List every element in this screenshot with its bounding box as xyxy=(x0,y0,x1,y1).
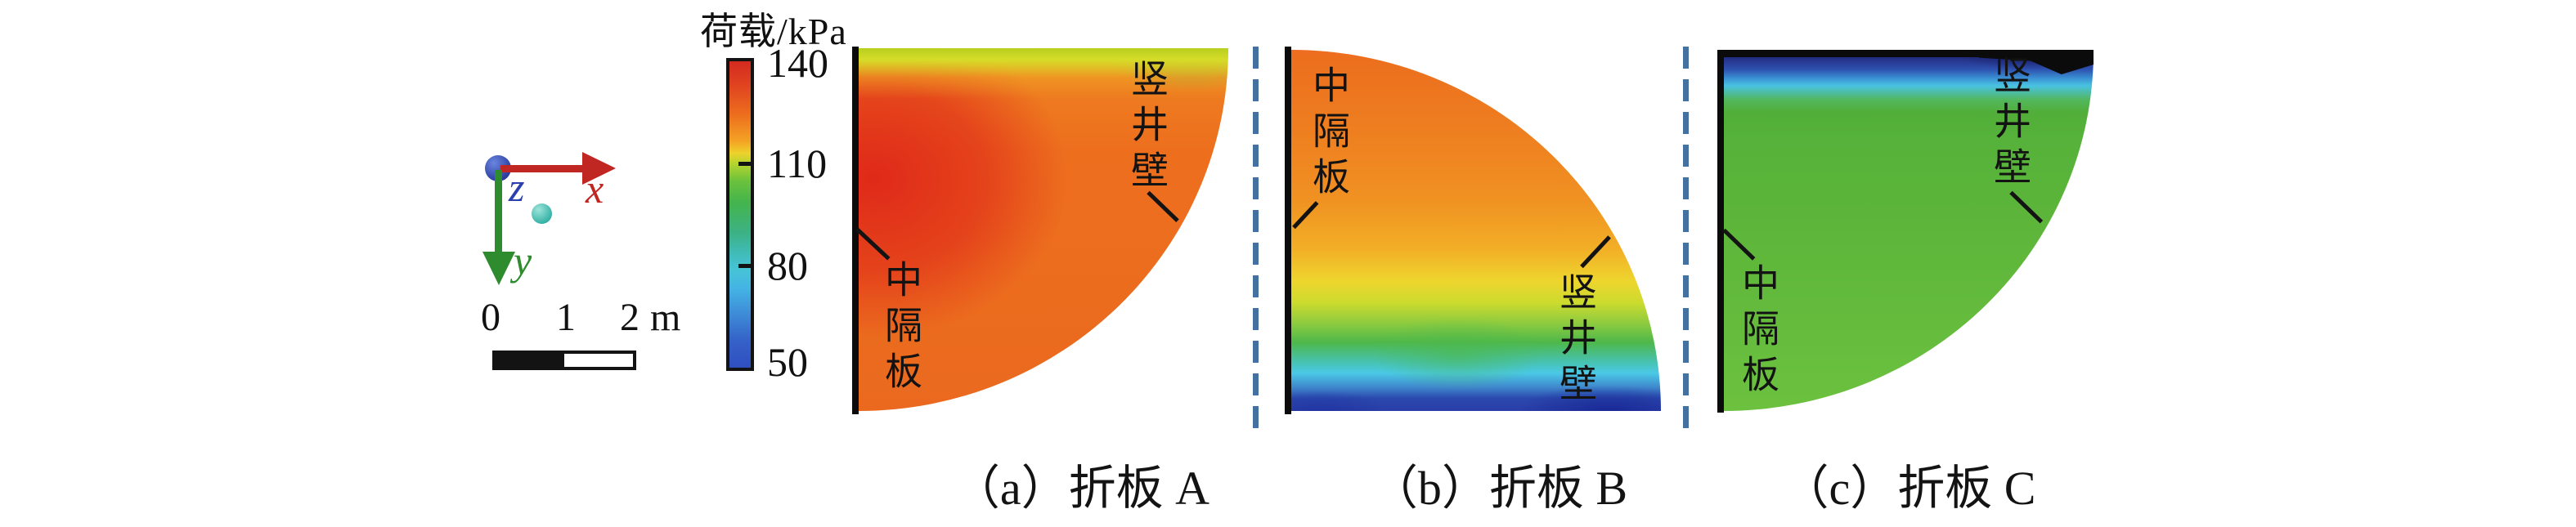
z-axis-label: z xyxy=(509,164,525,210)
scalebar-tick-1: 1 xyxy=(556,296,576,339)
dashed-divider-bc xyxy=(1683,47,1689,433)
y-axis-label: y xyxy=(514,238,532,284)
scalebar-tick-2: 2 xyxy=(620,296,640,339)
colorbar-title: 荷载/kPa xyxy=(700,11,847,52)
x-axis-arrow-head-icon xyxy=(582,152,616,185)
colorbar-label-140: 140 xyxy=(767,40,828,86)
plate-c-shaft-wall-label: 竖井壁 xyxy=(1989,56,2031,193)
plate-c-mid-partition-label: 中隔板 xyxy=(1737,263,1779,400)
contour-plate-c xyxy=(1724,51,2094,411)
colorbar-label-110: 110 xyxy=(767,141,828,186)
plate-b-mid-partition-line xyxy=(1285,47,1291,414)
dashed-divider-ab xyxy=(1253,47,1259,433)
scalebar-unit: m xyxy=(650,296,681,339)
plate-a-mid-partition-label: 中隔板 xyxy=(880,260,922,397)
plate-b-mid-partition-label: 中隔板 xyxy=(1308,65,1349,203)
origin-node-sphere-icon xyxy=(532,203,552,224)
y-axis-arrow-shaft xyxy=(495,170,502,253)
x-axis-label: x xyxy=(586,166,604,212)
plate-a-mid-partition-line xyxy=(852,47,859,414)
caption-plate-a: （a）折板 A xyxy=(952,462,1210,515)
scalebar-tick-0: 0 xyxy=(481,296,500,339)
colorbar-tick-mark-80 xyxy=(738,264,751,268)
caption-plate-b: （b）折板 B xyxy=(1370,462,1628,515)
y-axis-arrow-head-icon xyxy=(482,252,515,285)
plate-c-mid-partition-line xyxy=(1717,50,1724,413)
colorbar-tick-mark-110 xyxy=(738,162,751,166)
plate-b-shaft-wall-label: 竖井壁 xyxy=(1555,272,1596,409)
colorbar-label-50: 50 xyxy=(767,339,808,385)
caption-plate-c: （c）折板 C xyxy=(1781,462,2036,515)
plate-a-shaft-wall-label: 竖井壁 xyxy=(1126,59,1168,196)
colorbar-label-80: 80 xyxy=(767,243,808,288)
scalebar xyxy=(492,351,636,370)
plate-c-top-edge-line xyxy=(1721,50,2090,57)
colorbar-gradient xyxy=(726,58,754,371)
x-axis-arrow-shaft xyxy=(500,165,584,172)
